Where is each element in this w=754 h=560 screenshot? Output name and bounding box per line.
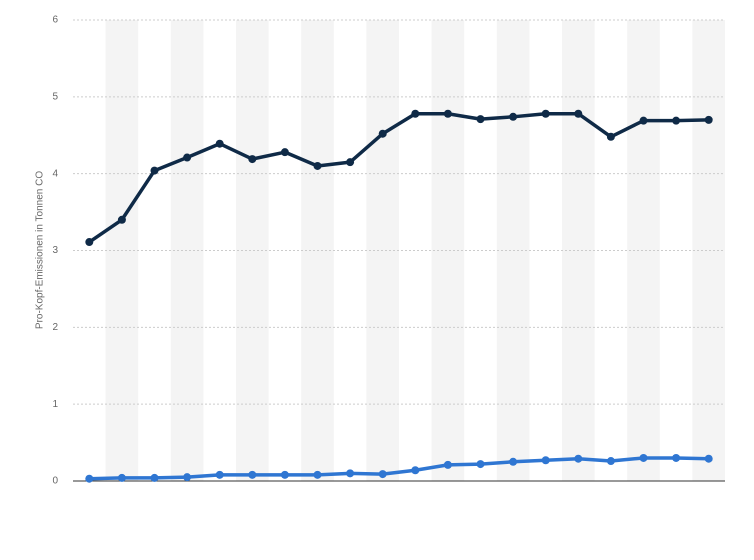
point (378, 129, 387, 138)
point (509, 112, 518, 121)
point (378, 470, 387, 479)
point (672, 116, 681, 125)
y-tick-label: 4 (52, 168, 58, 179)
point (574, 109, 583, 118)
column-band (431, 20, 465, 481)
point (215, 470, 224, 479)
y-tick-label: 5 (52, 91, 58, 102)
point (509, 457, 518, 466)
y-tick-label: 2 (52, 322, 58, 333)
point (313, 161, 322, 170)
point (606, 457, 615, 466)
point (541, 456, 550, 465)
point (117, 473, 126, 482)
point (215, 139, 224, 148)
point (183, 153, 192, 162)
point (411, 109, 420, 118)
point (346, 158, 355, 167)
point (280, 470, 289, 479)
column-band (236, 20, 269, 481)
point (704, 454, 713, 463)
y-tick-label: 0 (52, 476, 58, 487)
point (704, 115, 713, 124)
line (89, 456, 709, 481)
point (248, 470, 257, 479)
point (672, 453, 681, 462)
point (248, 155, 257, 164)
line (88, 111, 709, 244)
point (639, 453, 648, 462)
point (150, 473, 159, 482)
point (280, 148, 289, 157)
point (443, 460, 452, 469)
point (117, 215, 126, 224)
point (476, 460, 485, 469)
point (443, 109, 452, 118)
point (541, 109, 550, 118)
y-tick-label: 3 (52, 245, 58, 256)
y-tick-label: 1 (52, 399, 58, 410)
y-axis-label: Pro-Kopf-Emissionen in Tonnen CO (35, 171, 46, 329)
y-tick-label: 6 (52, 15, 58, 26)
point (183, 473, 192, 482)
point (150, 166, 159, 175)
point (85, 474, 94, 483)
point (411, 466, 420, 475)
point (313, 470, 322, 479)
point (639, 116, 648, 125)
point (606, 132, 615, 141)
point (85, 238, 94, 247)
point (476, 115, 485, 124)
point (346, 469, 355, 478)
point (574, 454, 583, 463)
